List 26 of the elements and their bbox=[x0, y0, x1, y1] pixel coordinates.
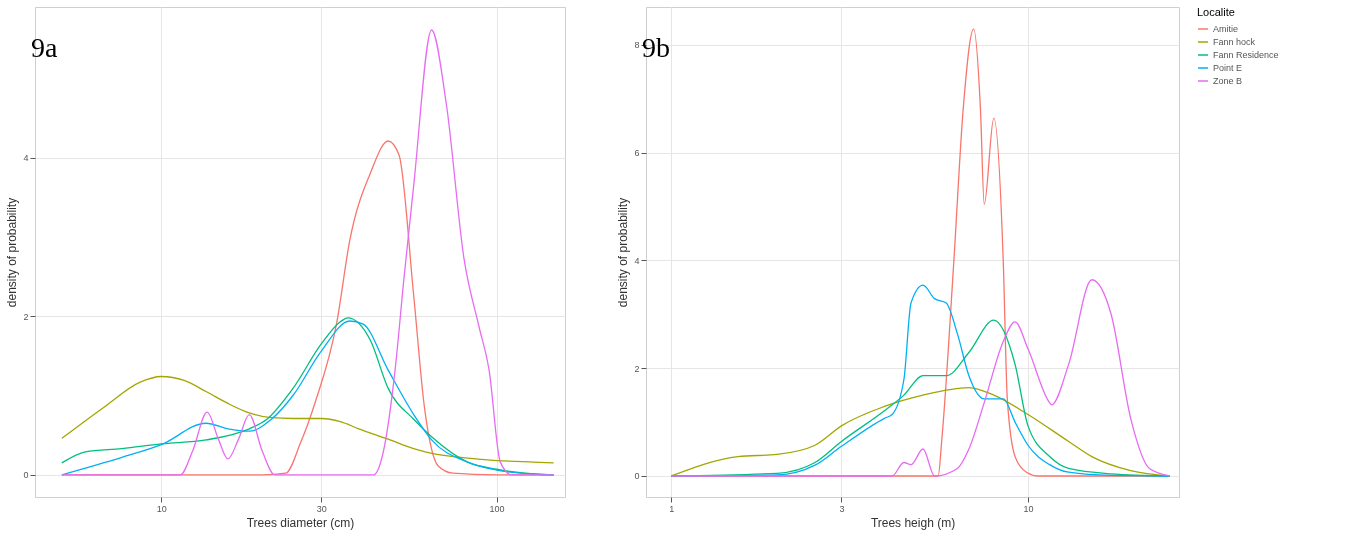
x-tick-label: 100 bbox=[489, 503, 505, 514]
y-axis-title: density of probability bbox=[5, 197, 20, 308]
y-tick-label: 6 bbox=[634, 148, 640, 159]
x-tick-label: 10 bbox=[156, 503, 167, 514]
y-axis-title: density of probability bbox=[616, 197, 631, 308]
text: 9b bbox=[641, 32, 670, 63]
y-tick-label: 0 bbox=[23, 470, 29, 481]
y-tick-label: 2 bbox=[634, 363, 640, 374]
y-tick-label: 4 bbox=[23, 153, 29, 164]
y-tick-label: 2 bbox=[23, 311, 29, 322]
legend-label: Zone B bbox=[1213, 76, 1243, 86]
x-axis-title: Trees heigh (m) bbox=[870, 515, 956, 530]
y-tick-label: 0 bbox=[634, 471, 640, 482]
x-tick-label: 1 bbox=[669, 503, 675, 514]
x-tick-label: 10 bbox=[1023, 503, 1034, 514]
legend-label: Fann Residence bbox=[1213, 50, 1279, 60]
x-tick-label: 3 bbox=[839, 503, 845, 514]
y-tick-label: 8 bbox=[634, 40, 640, 51]
legend-label: Amitie bbox=[1213, 24, 1239, 34]
legend-label: Fann hock bbox=[1213, 37, 1256, 47]
legend-title: Localite bbox=[1197, 6, 1235, 18]
y-tick-label: 4 bbox=[634, 255, 640, 266]
legend-label: Point E bbox=[1213, 63, 1243, 73]
x-tick-label: 30 bbox=[316, 503, 327, 514]
text: 9a bbox=[30, 32, 58, 63]
x-axis-title: Trees diameter (cm) bbox=[246, 515, 355, 530]
